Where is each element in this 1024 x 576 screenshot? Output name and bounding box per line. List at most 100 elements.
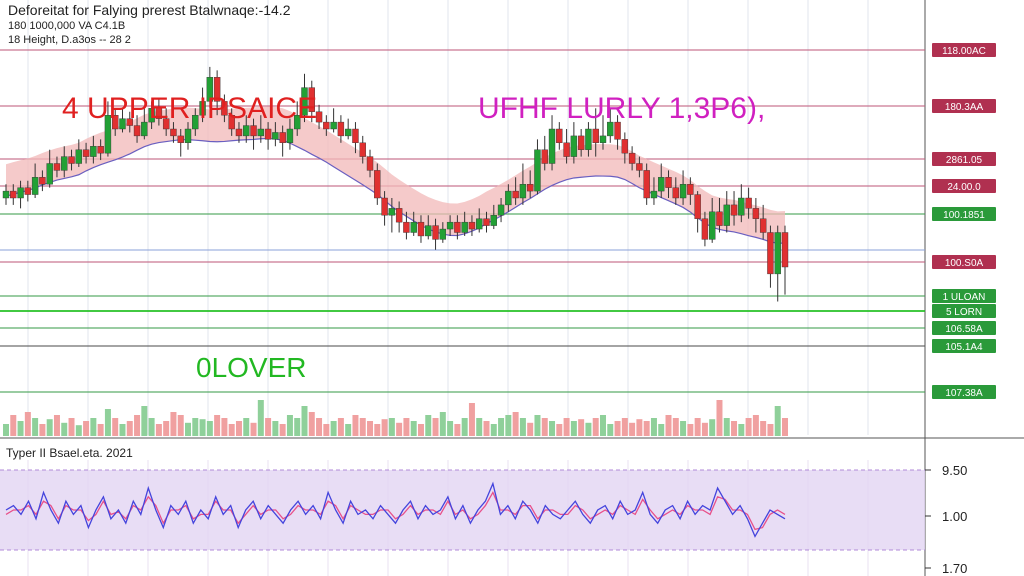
price-label-tag — [932, 385, 996, 399]
volume-bar — [250, 422, 257, 436]
volume-bar — [672, 418, 679, 436]
volume-bar — [476, 418, 483, 436]
candle-body — [687, 183, 694, 195]
volume-bar — [345, 424, 352, 436]
volume-bar — [760, 421, 767, 436]
candle-body — [330, 121, 337, 130]
volume-bar — [519, 418, 526, 436]
price-label: 105.1A4 — [945, 342, 983, 353]
volume-bar — [323, 424, 330, 436]
candle-body — [454, 221, 461, 233]
candle-body — [112, 114, 119, 130]
candle-body — [133, 125, 141, 137]
candle-body — [104, 114, 112, 154]
chart-header-line3: 18 Height, D.a3os -- 28 2 — [8, 34, 131, 46]
volume-bar — [563, 418, 570, 436]
candle-body — [17, 187, 24, 199]
volume-bar — [228, 424, 235, 436]
volume-bar — [308, 412, 315, 436]
candle-body — [126, 118, 133, 126]
price-label: 5 LORN — [946, 307, 982, 318]
price-label: 24.00.0 — [947, 182, 981, 193]
candle-body — [526, 183, 534, 192]
candle-body — [614, 121, 621, 140]
price-label: 100.1851 — [943, 210, 985, 221]
candle-body — [2, 190, 10, 199]
volume-bar — [636, 419, 643, 436]
candle-body — [206, 77, 214, 102]
volume-bar — [461, 418, 468, 436]
candle-body — [366, 156, 374, 171]
volume-bar — [505, 415, 512, 436]
volume-bar — [512, 412, 519, 436]
volume-bar — [527, 422, 534, 436]
annotation-olover: 0LOVER — [196, 352, 307, 383]
volume-bar — [134, 415, 141, 436]
candle-body — [432, 225, 439, 240]
candle-body — [221, 101, 228, 116]
candle-body — [483, 218, 490, 226]
volume-bar — [614, 421, 621, 436]
price-label: 180.3AA — [945, 102, 984, 113]
volume-bar — [738, 424, 745, 436]
volume-bar — [468, 403, 475, 436]
volume-bar — [97, 424, 104, 436]
volume-bar — [61, 422, 68, 436]
candle-body — [344, 128, 352, 137]
candle-body — [476, 218, 483, 230]
candle-body — [541, 149, 548, 164]
candle-body — [425, 225, 432, 237]
candle-body — [352, 128, 359, 144]
candle-body — [519, 183, 527, 199]
oscillator-title: Typer II Bsael.eta. 2021 — [6, 446, 133, 460]
candle-body — [250, 125, 257, 137]
volume-bar — [643, 421, 650, 436]
volume-bar — [294, 418, 301, 436]
volume-bar — [447, 421, 454, 436]
price-label: 118.00AC — [942, 46, 986, 57]
price-label-tag — [932, 339, 996, 353]
volume-bar — [396, 422, 403, 436]
volume-bar — [607, 424, 614, 436]
volume-bar — [549, 421, 556, 436]
volume-bar — [680, 421, 687, 436]
ma-band-fill — [6, 106, 785, 244]
volume-bar — [774, 406, 781, 436]
candle-body — [723, 204, 730, 226]
volume-bar — [432, 418, 439, 436]
volume-bar — [163, 421, 170, 436]
oscillator-tick-label: 1.00 — [942, 509, 967, 524]
annotation-upper: 4 UPPER IPSAICE — [62, 92, 318, 125]
volume-bar — [498, 418, 505, 436]
candle-body — [665, 177, 672, 188]
volume-bar — [650, 418, 657, 436]
volume-bar — [286, 415, 293, 436]
candle-body — [716, 211, 723, 226]
candle-body — [701, 218, 709, 240]
candle-body — [417, 221, 425, 237]
candle-body — [752, 208, 760, 219]
volume-bar — [556, 424, 563, 436]
candle-body — [90, 146, 97, 157]
volume-bar — [90, 418, 97, 436]
candle-body — [337, 121, 345, 137]
volume-bar — [534, 415, 541, 436]
volume-bar — [104, 409, 111, 436]
candle-body — [155, 108, 163, 119]
volume-bar — [185, 422, 192, 436]
candle-body — [141, 121, 148, 137]
volume-bar — [68, 418, 75, 436]
candle-body — [359, 142, 366, 157]
candle-body — [643, 170, 650, 199]
oscillator-line-blue — [5, 481, 786, 538]
candle-body — [577, 135, 585, 150]
volume-bar — [381, 419, 388, 436]
volume-bar — [170, 412, 177, 436]
volume-bar — [454, 424, 461, 436]
volume-bar — [192, 418, 199, 436]
volume-bar — [359, 418, 366, 436]
candle-body — [315, 111, 323, 123]
volume-bar — [155, 424, 162, 436]
candle-body — [410, 221, 417, 233]
candle-body — [272, 132, 279, 140]
